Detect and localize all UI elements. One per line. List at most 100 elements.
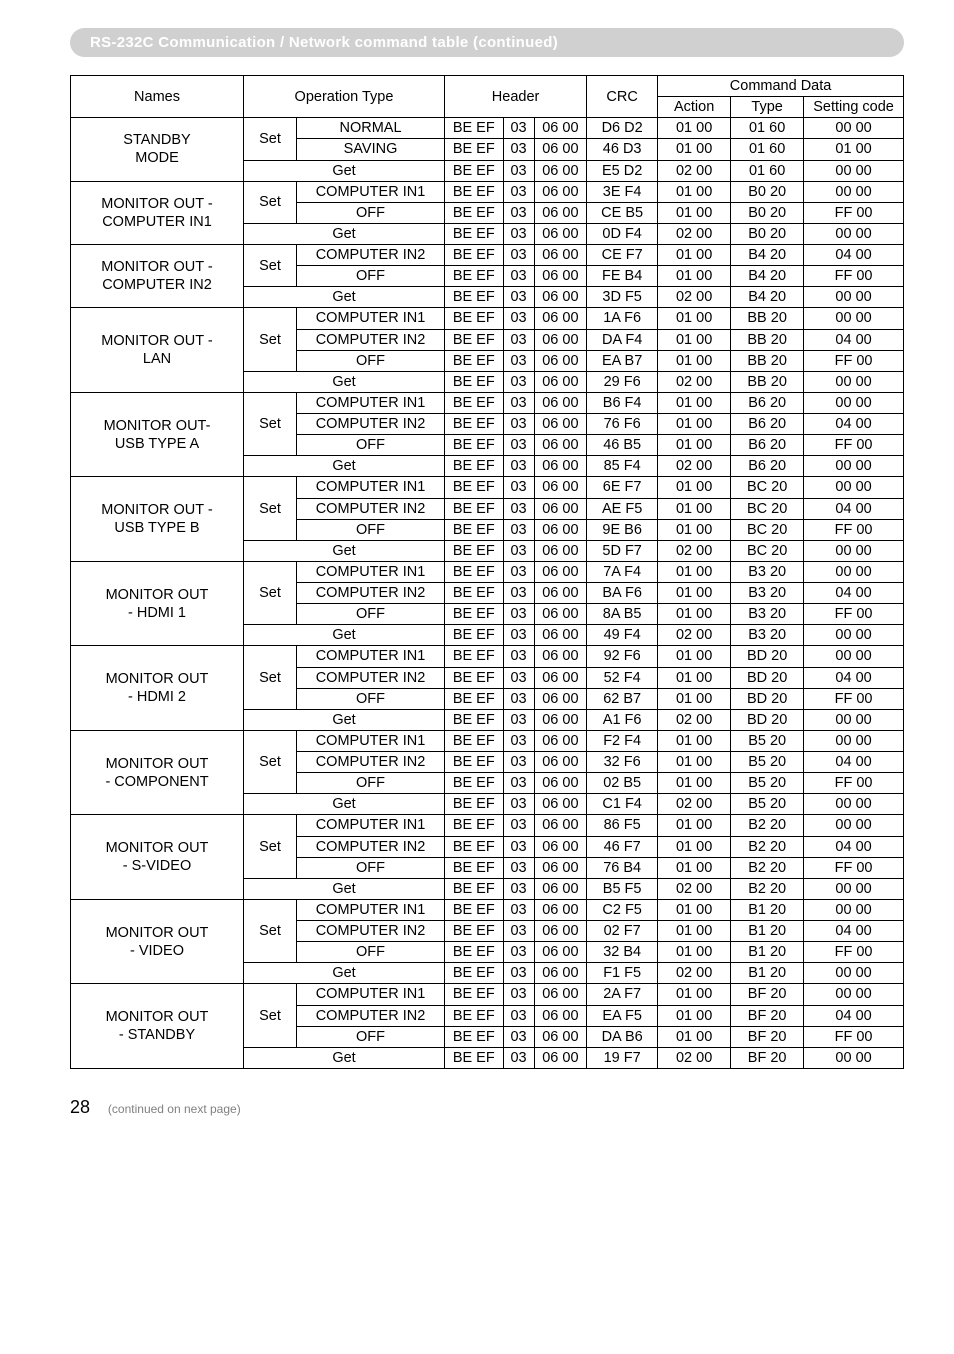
table-cell: 00 00 [804, 371, 904, 392]
table-cell: BE EF [445, 456, 504, 477]
table-cell: 00 00 [804, 223, 904, 244]
table-cell: 06 00 [534, 266, 587, 287]
table-cell: 00 00 [804, 160, 904, 181]
table-cell: 06 00 [534, 477, 587, 498]
table-cell: 03 [503, 773, 534, 794]
table-cell: D6 D2 [587, 118, 658, 139]
table-cell: 86 F5 [587, 815, 658, 836]
table-cell: B0 20 [731, 223, 804, 244]
table-cell: BE EF [445, 392, 504, 413]
table-cell: 0D F4 [587, 223, 658, 244]
table-cell: 01 00 [658, 1026, 731, 1047]
table-cell: DA F4 [587, 329, 658, 350]
table-cell: 03 [503, 857, 534, 878]
group-name: MONITOR OUT -USB TYPE B [71, 477, 244, 562]
group-name: MONITOR OUT -LAN [71, 308, 244, 393]
table-cell: COMPUTER IN2 [297, 1005, 445, 1026]
table-cell: 06 00 [534, 688, 587, 709]
table-cell: 01 00 [658, 773, 731, 794]
table-cell: 02 00 [658, 1047, 731, 1068]
table-cell: BE EF [445, 709, 504, 730]
table-cell: FF 00 [804, 773, 904, 794]
table-cell: BE EF [445, 688, 504, 709]
group-name: MONITOR OUT -COMPUTER IN1 [71, 181, 244, 244]
group-name: MONITOR OUT -COMPUTER IN2 [71, 245, 244, 308]
table-cell: CE B5 [587, 202, 658, 223]
table-cell: 03 [503, 329, 534, 350]
table-cell: OFF [297, 688, 445, 709]
table-cell: BE EF [445, 1005, 504, 1026]
set-label: Set [244, 730, 297, 793]
table-cell: 01 00 [658, 730, 731, 751]
group-name: MONITOR OUT- VIDEO [71, 899, 244, 984]
table-cell: COMPUTER IN2 [297, 245, 445, 266]
set-label: Set [244, 392, 297, 455]
table-cell: 00 00 [804, 878, 904, 899]
table-cell: 00 00 [804, 984, 904, 1005]
table-cell: BF 20 [731, 984, 804, 1005]
table-cell: 06 00 [534, 371, 587, 392]
command-table: Names Operation Type Header CRC Command … [70, 75, 904, 1069]
table-cell: BE EF [445, 308, 504, 329]
table-cell: OFF [297, 604, 445, 625]
table-row: MONITOR OUT -COMPUTER IN2SetCOMPUTER IN2… [71, 245, 904, 266]
table-cell: 01 00 [658, 646, 731, 667]
table-cell: 85 F4 [587, 456, 658, 477]
table-cell: 03 [503, 604, 534, 625]
table-cell: 03 [503, 688, 534, 709]
table-cell: 5D F7 [587, 540, 658, 561]
table-row: STANDBYMODESetNORMALBE EF0306 00D6 D201 … [71, 118, 904, 139]
table-cell: 7A F4 [587, 561, 658, 582]
table-cell: OFF [297, 266, 445, 287]
table-cell: 01 00 [658, 181, 731, 202]
table-cell: 06 00 [534, 1005, 587, 1026]
table-cell: 00 00 [804, 625, 904, 646]
get-label: Get [244, 456, 445, 477]
table-cell: FF 00 [804, 519, 904, 540]
table-cell: BE EF [445, 266, 504, 287]
table-cell: 03 [503, 308, 534, 329]
table-cell: B1 20 [731, 942, 804, 963]
table-cell: B2 20 [731, 857, 804, 878]
col-action: Action [658, 97, 731, 118]
table-cell: 03 [503, 223, 534, 244]
table-cell: BB 20 [731, 350, 804, 371]
table-cell: BC 20 [731, 498, 804, 519]
table-cell: BE EF [445, 223, 504, 244]
table-cell: 01 00 [804, 139, 904, 160]
table-cell: BD 20 [731, 667, 804, 688]
table-cell: 04 00 [804, 752, 904, 773]
table-row: MONITOR OUT- HDMI 2SetCOMPUTER IN1BE EF0… [71, 646, 904, 667]
table-cell: B5 20 [731, 730, 804, 751]
table-cell: 1A F6 [587, 308, 658, 329]
table-cell: B1 20 [731, 963, 804, 984]
col-setting-code: Setting code [804, 97, 904, 118]
table-cell: BE EF [445, 899, 504, 920]
set-label: Set [244, 646, 297, 709]
table-cell: BE EF [445, 942, 504, 963]
table-cell: 00 00 [804, 540, 904, 561]
table-row: MONITOR OUT- HDMI 1SetCOMPUTER IN1BE EF0… [71, 561, 904, 582]
table-row: MONITOR OUT- COMPONENTSetCOMPUTER IN1BE … [71, 730, 904, 751]
table-cell: 06 00 [534, 519, 587, 540]
table-cell: 06 00 [534, 561, 587, 582]
table-cell: 04 00 [804, 245, 904, 266]
table-cell: BD 20 [731, 646, 804, 667]
table-cell: 03 [503, 794, 534, 815]
table-cell: 06 00 [534, 878, 587, 899]
table-cell: E5 D2 [587, 160, 658, 181]
table-cell: DA B6 [587, 1026, 658, 1047]
table-cell: FF 00 [804, 435, 904, 456]
table-cell: 03 [503, 1047, 534, 1068]
table-cell: 02 00 [658, 540, 731, 561]
table-cell: 06 00 [534, 709, 587, 730]
page-footer: 28 (continued on next page) [70, 1097, 904, 1118]
table-cell: 01 00 [658, 308, 731, 329]
table-cell: 06 00 [534, 139, 587, 160]
table-cell: 01 00 [658, 604, 731, 625]
table-cell: FF 00 [804, 266, 904, 287]
table-cell: BC 20 [731, 519, 804, 540]
table-cell: BE EF [445, 245, 504, 266]
table-cell: 06 00 [534, 540, 587, 561]
table-cell: 03 [503, 540, 534, 561]
